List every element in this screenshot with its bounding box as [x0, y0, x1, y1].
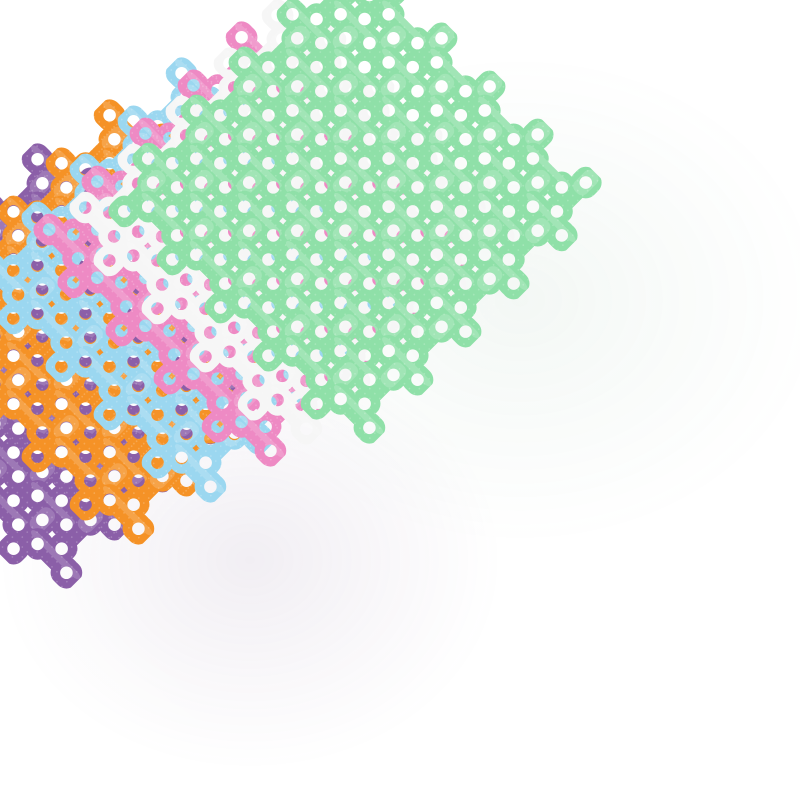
mat-stack: [0, 0, 602, 589]
photo-canvas: [0, 0, 800, 800]
